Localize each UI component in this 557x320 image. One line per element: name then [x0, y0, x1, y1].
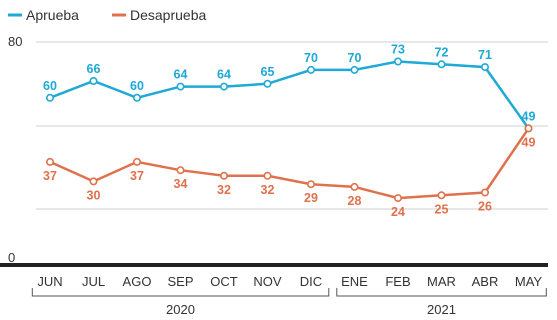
point-desaprueba-ene — [350, 182, 359, 191]
legend: Aprueba Desaprueba — [8, 7, 206, 23]
data-label-desaprueba-jun: 37 — [43, 169, 57, 183]
point-aprueba-sep — [176, 82, 185, 91]
series-points — [45, 57, 533, 203]
data-label-desaprueba-sep: 34 — [174, 177, 188, 191]
data-label-desaprueba-dic: 29 — [304, 191, 318, 205]
point-aprueba-jul — [89, 77, 98, 86]
data-label-aprueba-dic: 70 — [304, 51, 318, 65]
x-tick-oct: OCT — [210, 274, 238, 289]
y-tick-80: 80 — [8, 34, 22, 49]
point-desaprueba-jun — [45, 157, 54, 166]
year-label-2020: 2020 — [166, 302, 195, 317]
point-aprueba-oct — [220, 82, 229, 91]
point-desaprueba-dic — [306, 180, 315, 189]
data-label-aprueba-jul: 66 — [87, 62, 101, 76]
point-aprueba-ene — [350, 65, 359, 74]
point-desaprueba-mar — [437, 191, 446, 200]
legend-item-desaprueba: Desaprueba — [112, 7, 206, 23]
point-aprueba-mar — [437, 60, 446, 69]
point-aprueba-jun — [45, 93, 54, 102]
data-label-aprueba-mar: 72 — [435, 45, 449, 59]
point-desaprueba-abr — [480, 188, 489, 197]
point-aprueba-ago — [133, 93, 142, 102]
data-label-aprueba-jun: 60 — [43, 79, 57, 93]
x-tick-mar: MAR — [427, 274, 456, 289]
data-label-desaprueba-feb: 24 — [391, 205, 405, 219]
data-label-desaprueba-ene: 28 — [348, 194, 362, 208]
data-label-desaprueba-abr: 26 — [478, 200, 492, 214]
point-desaprueba-feb — [393, 194, 402, 203]
data-label-desaprueba-oct: 32 — [217, 183, 231, 197]
data-label-desaprueba-nov: 32 — [261, 183, 275, 197]
x-tick-ago: AGO — [123, 274, 152, 289]
x-tick-jul: JUL — [82, 274, 105, 289]
point-desaprueba-sep — [176, 166, 185, 175]
x-tick-abr: ABR — [472, 274, 499, 289]
year-label-2021: 2021 — [427, 302, 456, 317]
x-tick-nov: NOV — [253, 274, 282, 289]
x-tick-jun: JUN — [37, 274, 62, 289]
point-desaprueba-jul — [89, 177, 98, 186]
legend-label-desaprueba: Desaprueba — [130, 7, 206, 23]
data-label-aprueba-may: 49 — [522, 109, 536, 123]
legend-item-aprueba: Aprueba — [8, 7, 79, 23]
data-label-aprueba-nov: 65 — [261, 65, 275, 79]
data-label-aprueba-feb: 73 — [391, 43, 405, 57]
point-desaprueba-may — [524, 124, 533, 133]
data-label-aprueba-ago: 60 — [130, 79, 144, 93]
plot-area: 80 0 60 66 60 64 64 65 70 70 73 72 71 49 37 30 37 34 32 3… — [0, 34, 548, 267]
x-axis-labels: JUN JUL AGO SEP OCT NOV DIC ENE FEB MAR ABR MAY — [37, 274, 542, 289]
series-line-desaprueba — [49, 127, 530, 200]
point-aprueba-feb — [393, 57, 402, 66]
series-line-aprueba — [49, 60, 530, 130]
point-aprueba-dic — [306, 65, 315, 74]
x-tick-feb: FEB — [385, 274, 410, 289]
data-label-desaprueba-ago: 37 — [130, 169, 144, 183]
x-tick-may: MAY — [515, 274, 543, 289]
data-label-desaprueba-mar: 25 — [435, 202, 449, 216]
data-label-desaprueba-jul: 30 — [87, 188, 101, 202]
data-labels: 60 66 60 64 64 65 70 70 73 72 71 49 37 30 37 34 32 32 29 28… — [43, 43, 535, 220]
data-label-aprueba-oct: 64 — [217, 68, 231, 82]
x-tick-dic: DIC — [300, 274, 322, 289]
point-desaprueba-nov — [263, 171, 272, 180]
legend-label-aprueba: Aprueba — [26, 7, 79, 23]
point-aprueba-nov — [263, 79, 272, 88]
y-tick-0: 0 — [8, 250, 15, 265]
series-lines — [49, 60, 530, 200]
year-bracket-2021 — [336, 288, 547, 297]
point-desaprueba-oct — [220, 171, 229, 180]
x-tick-sep: SEP — [167, 274, 193, 289]
data-label-aprueba-ene: 70 — [348, 51, 362, 65]
year-groups: 2020 2021 — [31, 288, 547, 317]
data-label-aprueba-abr: 71 — [478, 48, 492, 62]
point-desaprueba-ago — [133, 157, 142, 166]
point-aprueba-abr — [480, 63, 489, 72]
data-label-desaprueba-may: 49 — [522, 135, 536, 149]
x-tick-ene: ENE — [341, 274, 368, 289]
data-label-aprueba-sep: 64 — [174, 68, 188, 82]
year-bracket-2020 — [31, 288, 330, 297]
